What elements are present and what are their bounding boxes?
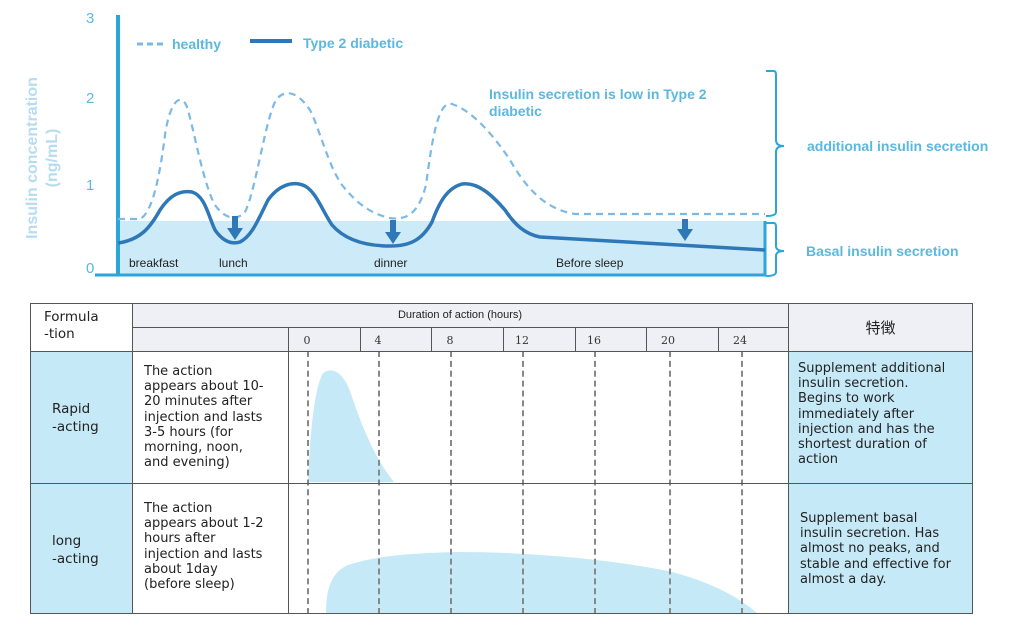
meal-label-before-sleep: Before sleep — [556, 256, 624, 270]
meal-label-dinner: dinner — [374, 256, 407, 270]
bracket-basal — [765, 222, 785, 277]
hour-gridline — [522, 351, 524, 614]
row-long-name: long -acting — [52, 533, 99, 567]
insulin-concentration-chart: 3 2 1 0 Insulin concentration (ng/mL) he… — [24, 10, 988, 277]
annotation-low-secretion: Insulin secretion is low in Type 2 — [489, 86, 707, 102]
hour-gridline — [741, 351, 743, 614]
down-arrow-icon — [385, 220, 401, 244]
y-tick: 0 — [86, 260, 94, 277]
bracket-additional — [765, 70, 785, 217]
long-acting-curve — [326, 552, 758, 614]
diabetic-curve — [117, 181, 766, 252]
header-formulation: Formula -tion — [44, 309, 99, 342]
hour-gridline — [378, 351, 380, 614]
meal-label-breakfast: breakfast — [129, 256, 179, 270]
y-tick: 2 — [86, 90, 94, 107]
hour-tick-label: 0 — [303, 334, 311, 347]
hour-gridline — [450, 351, 452, 614]
hour-gridline — [594, 351, 596, 614]
hour-tick-label: 24 — [733, 334, 747, 347]
row-long-feature-bg — [788, 483, 973, 614]
row-rapid-feature-bg — [788, 351, 973, 483]
action-curves — [308, 370, 758, 614]
row-rapid-feature: Supplement additional insulin secretion.… — [798, 361, 946, 468]
hour-gridline — [307, 351, 309, 614]
hour-tick-label: 20 — [661, 334, 675, 347]
down-arrow-icon — [227, 216, 243, 240]
hour-tick-label: 12 — [515, 334, 529, 347]
header-feature-bg — [788, 303, 973, 351]
hour-tick-label: 8 — [446, 334, 454, 347]
y-axis-label-unit: (ng/mL) — [44, 129, 61, 188]
row-rapid-description: The action appears about 10- 20 minutes … — [144, 364, 264, 471]
insulin-formulation-table: Formula -tion Duration of action (hours)… — [30, 303, 973, 614]
y-tick: 1 — [86, 177, 94, 194]
healthy-curve — [118, 92, 765, 221]
row-long-feature: Supplement basal insulin secretion. Has … — [800, 511, 951, 587]
row-long-name-bg — [30, 483, 132, 614]
row-rapid-name-bg — [30, 351, 132, 483]
row-rapid-name: Rapid -acting — [52, 401, 99, 435]
header-feature: 特徴 — [865, 319, 896, 337]
y-axis-label: Insulin concentration — [24, 77, 41, 239]
hour-tick-label: 4 — [374, 334, 382, 347]
rapid-acting-curve — [308, 370, 394, 482]
header-duration: Duration of action (hours) — [397, 309, 523, 321]
hour-gridline — [669, 351, 671, 614]
row-long-description: The action appears about 1-2 hours after… — [144, 501, 264, 593]
annotation-low-secretion-cont: diabetic — [489, 103, 542, 119]
bracket-additional-label: additional insulin secretion — [807, 138, 988, 154]
hour-tick-label: 16 — [587, 334, 601, 347]
basal-band — [118, 221, 765, 275]
down-arrow-icon — [677, 219, 693, 241]
meal-label-lunch: lunch — [219, 256, 248, 270]
legend-healthy-label: healthy — [172, 36, 221, 52]
legend-diabetic-label: Type 2 diabetic — [303, 35, 403, 51]
bracket-basal-label: Basal insulin secretion — [806, 243, 959, 259]
y-tick: 3 — [86, 10, 94, 27]
